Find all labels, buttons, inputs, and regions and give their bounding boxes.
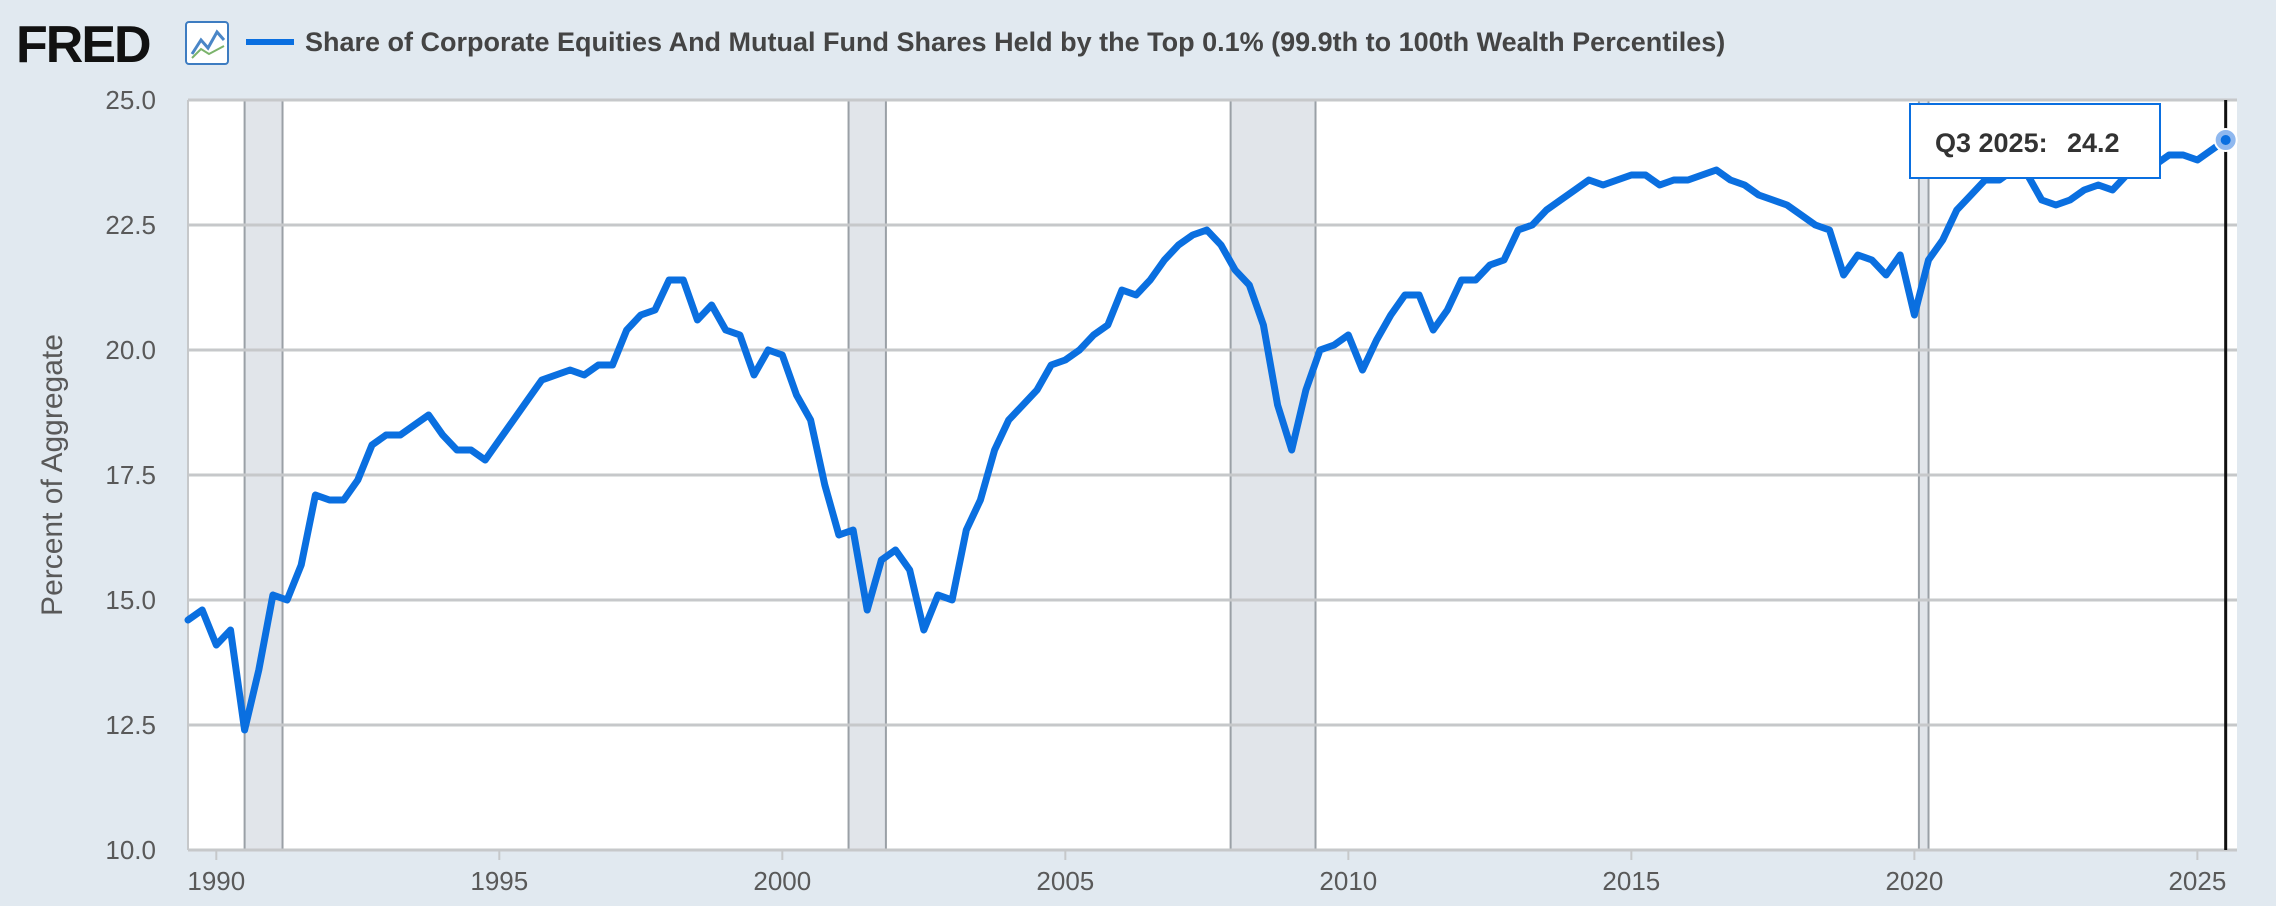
y-tick-label-2: 15.0	[105, 585, 156, 615]
y-axis-label: Percent of Aggregate	[36, 334, 69, 616]
x-tick-label-6: 2020	[1885, 866, 1943, 896]
line-chart-icon[interactable]	[185, 21, 229, 65]
y-tick-label-1: 12.5	[105, 710, 156, 740]
hover-point[interactable]	[2220, 135, 2231, 145]
x-tick-label-2: 2000	[753, 866, 811, 896]
series-line	[184, 136, 2230, 734]
x-tick-label-7: 2025	[2168, 866, 2226, 896]
x-tick-label-0: 1990	[187, 866, 245, 896]
y-tick-label-5: 22.5	[105, 210, 156, 240]
tooltip-box	[1909, 103, 2161, 179]
y-axis-ticks: 10.0 12.5 15.0 17.5 20.0 22.5 25.0	[105, 85, 156, 865]
tooltip-label: Q3 2025:	[1935, 128, 2048, 158]
fred-logo[interactable]: FRED	[16, 16, 152, 74]
x-axis-ticks: 1990 1995 2000 2005 2010 2015 2020 2025	[187, 850, 2226, 896]
tooltip-value: 24.2	[2067, 128, 2120, 158]
fred-logo-text: FRED	[16, 16, 150, 74]
y-tick-label-6: 25.0	[105, 85, 156, 115]
x-tick-label-4: 2010	[1319, 866, 1377, 896]
y-tick-label-0: 10.0	[105, 835, 156, 865]
gridlines	[187, 98, 2237, 852]
y-tick-label-4: 20.0	[105, 335, 156, 365]
x-tick-label-1: 1995	[470, 866, 528, 896]
y-tick-label-3: 17.5	[105, 460, 156, 490]
tooltip: Q3 2025: 24.2	[1909, 103, 2161, 179]
x-tick-label-5: 2015	[1602, 866, 1660, 896]
x-tick-label-3: 2005	[1036, 866, 1094, 896]
chart-title: Share of Corporate Equities And Mutual F…	[305, 27, 1725, 57]
